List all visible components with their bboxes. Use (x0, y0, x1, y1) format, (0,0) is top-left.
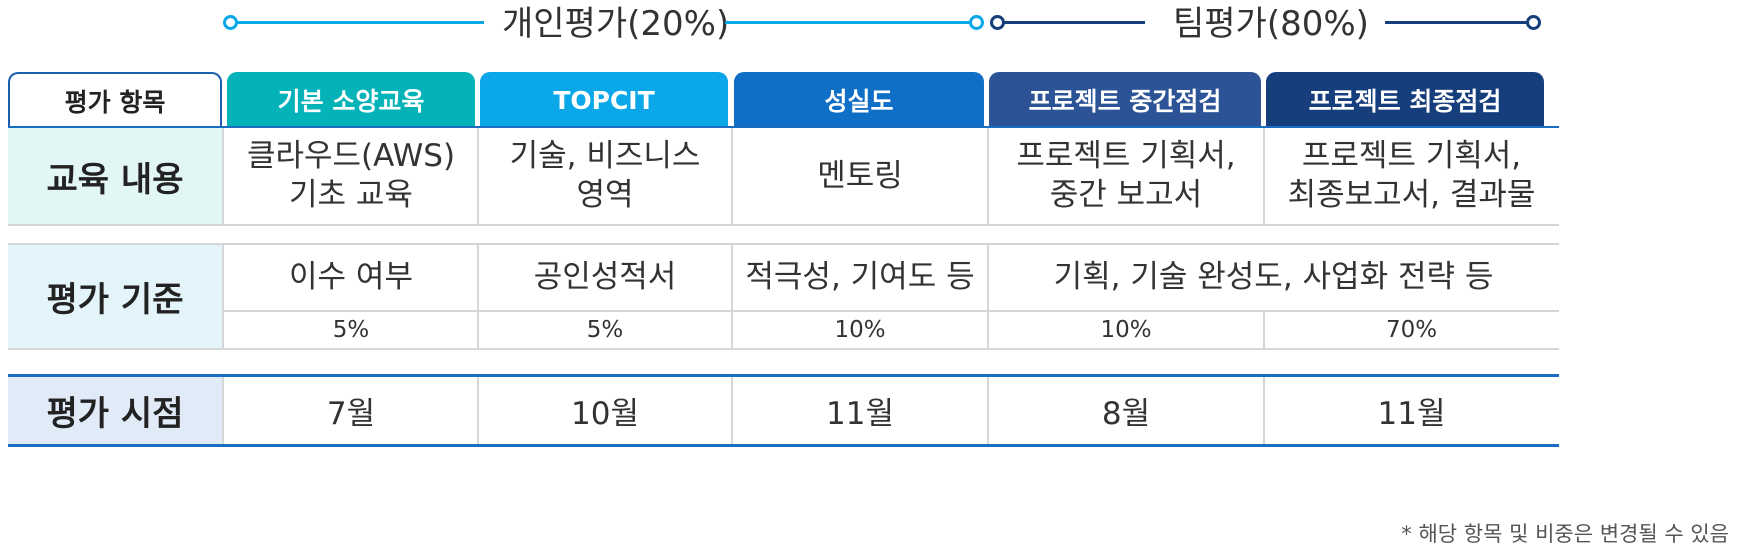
tab-basic-education: 기본 소양교육 (227, 72, 475, 128)
timing-cell-mid: 8월 (1101, 396, 1151, 432)
timing-row-bottom-border (8, 444, 1559, 447)
weight-cell-sincerity: 10% (834, 317, 886, 343)
tab-sincerity: 성실도 (734, 72, 984, 128)
divider (222, 245, 224, 348)
content-cell-basic: 클라우드(AWS) 기초 교육 (246, 138, 456, 213)
divider (731, 377, 733, 444)
content-cell-final: 프로젝트 기획서, 최종보고서, 결과물 (1287, 138, 1536, 213)
divider (1263, 128, 1265, 224)
divider (987, 377, 989, 444)
individual-eval-title: 개인평가(20%) (502, 4, 730, 44)
divider (987, 128, 989, 224)
criteria-inner-border (224, 310, 1559, 312)
timing-row-label: 평가 시점 (8, 377, 222, 444)
divider (1263, 312, 1265, 348)
weight-cell-mid: 10% (1100, 317, 1152, 343)
content-cell-mid: 프로젝트 기획서, 중간 보고서 (1016, 138, 1236, 213)
weight-cell-basic: 5% (332, 317, 370, 343)
criteria-row-bottom-border (8, 348, 1559, 350)
divider (987, 245, 989, 348)
content-row-label: 교육 내용 (8, 128, 222, 224)
team-eval-title: 팀평가(80%) (1173, 4, 1369, 44)
timing-cell-basic: 7월 (326, 396, 376, 432)
individual-end-dot-icon (969, 15, 984, 30)
divider (222, 128, 224, 224)
timing-cell-final: 11월 (1377, 396, 1446, 432)
criteria-cell-team: 기획, 기술 완성도, 사업화 전략 등 (1053, 259, 1494, 295)
content-cell-sincerity: 멘토링 (817, 157, 903, 194)
divider (477, 128, 479, 224)
divider (477, 245, 479, 348)
individual-line-left (232, 21, 484, 24)
divider (1263, 377, 1265, 444)
content-row-bottom-border (8, 224, 1559, 226)
criteria-cell-topcit: 공인성적서 (533, 259, 677, 295)
individual-start-dot-icon (223, 15, 238, 30)
timing-cell-sincerity: 11월 (826, 396, 894, 432)
weight-cell-final: 70% (1385, 317, 1438, 343)
divider (731, 245, 733, 348)
tab-project-mid-check: 프로젝트 중간점검 (989, 72, 1261, 128)
criteria-row-top-border (8, 243, 1559, 245)
individual-line-right (725, 21, 973, 24)
team-line-right (1385, 21, 1527, 24)
tab-topcit: TOPCIT (480, 72, 728, 128)
divider (477, 377, 479, 444)
divider (222, 377, 224, 444)
criteria-cell-sincerity: 적극성, 기여도 등 (745, 259, 975, 295)
timing-row-top-border (8, 374, 1559, 377)
team-end-dot-icon (1526, 15, 1541, 30)
footnote: * 해당 항목 및 비중은 변경될 수 있음 (1401, 522, 1729, 546)
header-underline (8, 126, 1559, 128)
divider (731, 128, 733, 224)
team-line-left (1003, 21, 1145, 24)
criteria-row-label: 평가 기준 (8, 245, 222, 348)
header-row-label: 평가 항목 (8, 72, 222, 128)
timing-cell-topcit: 10월 (571, 396, 639, 432)
weight-cell-topcit: 5% (586, 317, 624, 343)
content-cell-topcit: 기술, 비즈니스 영역 (509, 138, 701, 213)
tab-project-final-check: 프로젝트 최종점검 (1266, 72, 1544, 128)
criteria-cell-basic: 이수 여부 (289, 259, 413, 295)
